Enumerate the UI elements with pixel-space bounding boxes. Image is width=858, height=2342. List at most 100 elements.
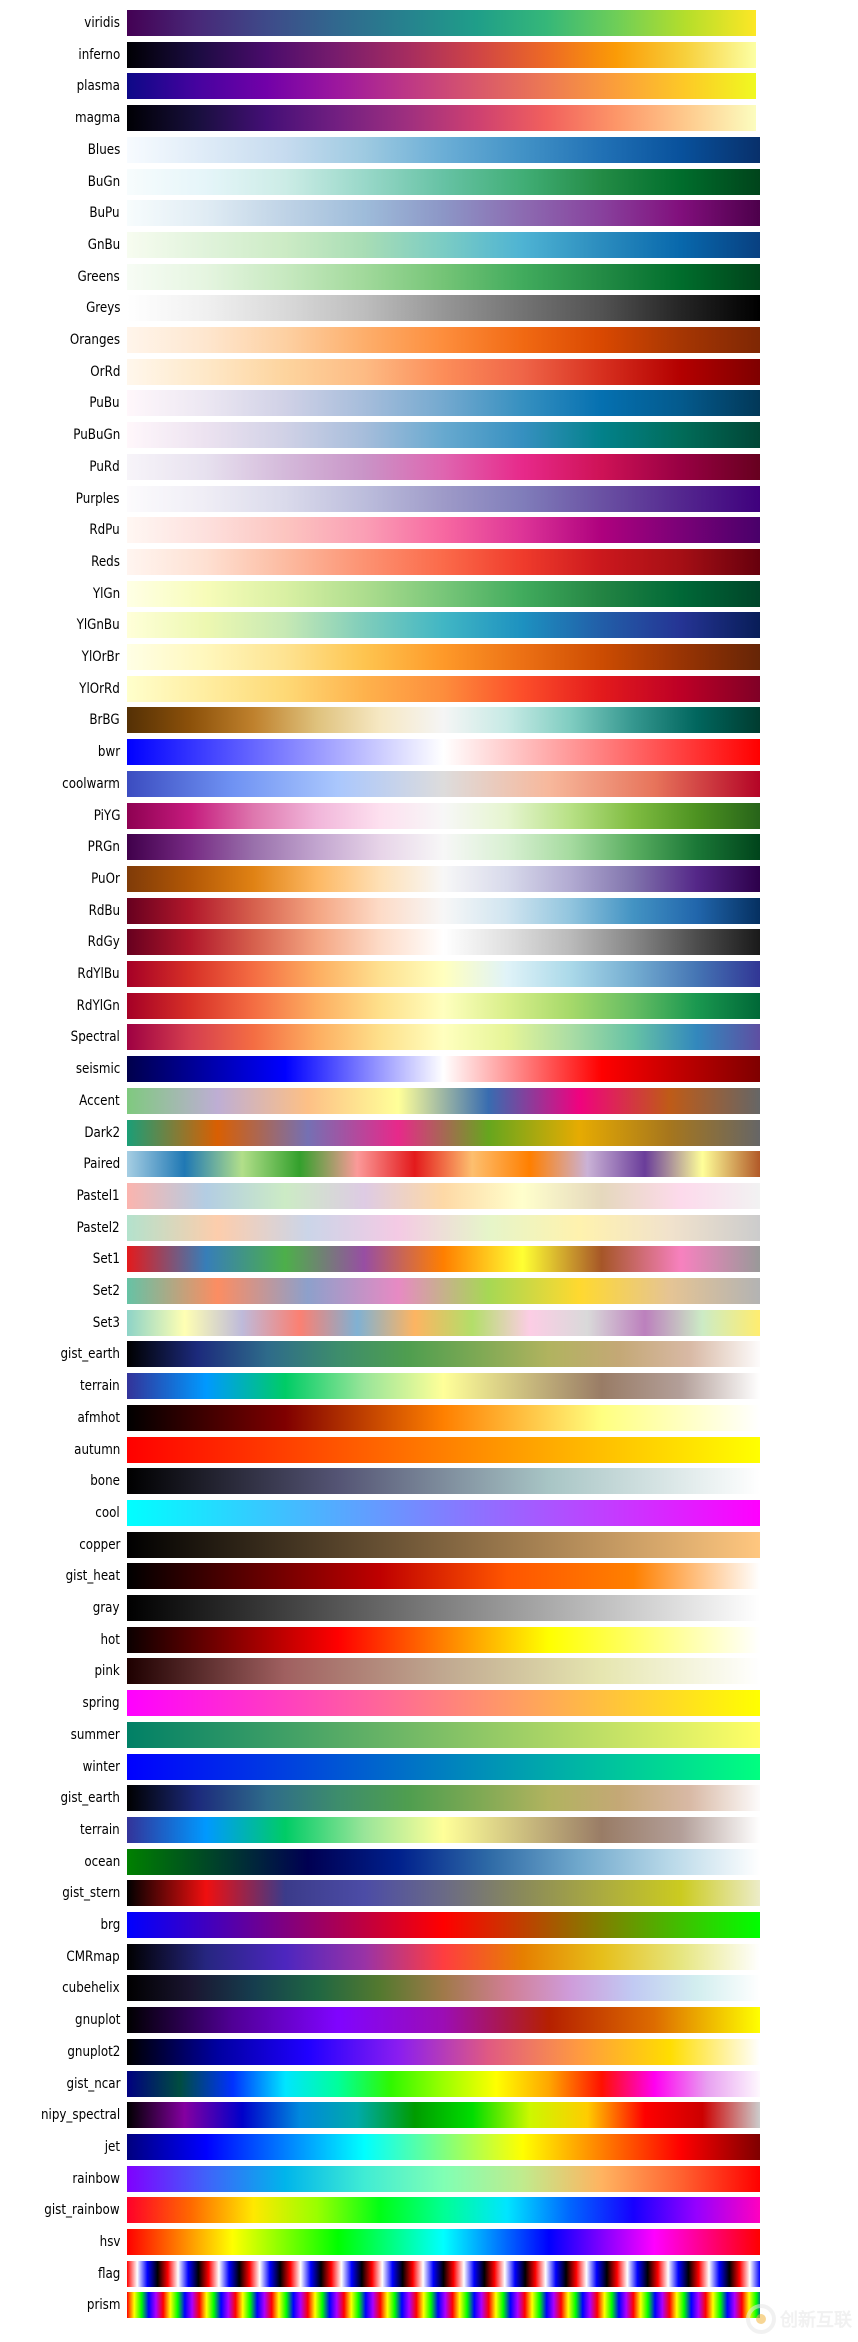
colormap-bar	[127, 1182, 760, 1209]
colormap-bar	[127, 2070, 760, 2097]
colormap-bar	[127, 105, 756, 132]
colormap-bar	[127, 1309, 760, 1336]
colormap-row: brg	[0, 1912, 770, 1938]
colormap-bar	[127, 2197, 760, 2224]
colormap-row: YlOrRd	[0, 675, 770, 702]
colormap-bar	[127, 1468, 760, 1495]
colormap-row: gray	[0, 1595, 770, 1621]
colormap-label: PuOr	[91, 870, 120, 887]
colormap-bar	[127, 485, 760, 512]
colormap-label: YlOrBr	[82, 649, 120, 665]
colormap-label: gist_rainbow	[44, 2202, 120, 2219]
watermark-logo-icon	[746, 2304, 776, 2334]
colormap-bar	[127, 1341, 760, 1368]
colormap-row: YlOrBr	[0, 644, 770, 670]
colormap-row: BuPu	[0, 200, 770, 227]
colormap-label: bwr	[97, 744, 120, 761]
colormap-row: terrain	[0, 1373, 770, 1400]
colormap-bar	[127, 41, 756, 68]
colormap-label: Accent	[79, 1092, 120, 1109]
colormap-label: terrain	[80, 1821, 120, 1838]
colormap-label: YlOrRd	[79, 680, 120, 697]
colormap-label: PuRd	[89, 458, 120, 475]
colormap-bar	[127, 2229, 760, 2255]
colormap-label: Spectral	[70, 1029, 120, 1046]
colormap-bar	[127, 2165, 760, 2192]
colormap-bar	[127, 1436, 760, 1463]
colormap-bar	[127, 1975, 760, 2002]
colormap-row: inferno	[0, 41, 770, 68]
colormap-row: RdGy	[0, 929, 770, 956]
colormap-row: RdBu	[0, 897, 770, 924]
colormap-bar	[127, 1816, 760, 1843]
colormap-bar	[127, 1087, 760, 1114]
colormap-bar	[127, 961, 760, 987]
colormap-bar	[127, 1626, 760, 1653]
colormap-row: Set2	[0, 1278, 770, 1304]
watermark: 创新互联	[746, 2304, 852, 2334]
colormap-label: bone	[90, 1473, 120, 1490]
colormap-row: prism	[0, 2292, 770, 2319]
colormap-label: RdYlGn	[76, 997, 120, 1014]
colormap-label: hsv	[99, 2234, 120, 2250]
colormap-label: magma	[74, 110, 120, 127]
colormap-bar	[127, 1246, 760, 1273]
colormap-bar	[127, 263, 760, 290]
colormap-row: autumn	[0, 1436, 770, 1463]
colormap-bar	[127, 1499, 760, 1526]
colormap-row: gist_stern	[0, 1880, 770, 1907]
colormap-label: pink	[94, 1663, 120, 1680]
colormap-bar	[127, 517, 760, 544]
colormap-label: terrain	[80, 1378, 120, 1395]
colormap-label: Blues	[87, 141, 120, 158]
colormap-row: PuOr	[0, 865, 770, 892]
colormap-bar	[127, 707, 760, 734]
colormap-row: PuBu	[0, 390, 770, 417]
colormap-row: magma	[0, 105, 770, 132]
colormap-row: Greys	[0, 295, 770, 322]
colormap-bar	[127, 1912, 760, 1938]
colormap-label: Greens	[77, 268, 120, 285]
colormap-label: gist_stern	[61, 1885, 120, 1902]
colormap-bar	[127, 136, 760, 163]
colormap-row: RdYlBu	[0, 961, 770, 987]
colormap-bar	[127, 2260, 760, 2287]
colormap-label: Dark2	[84, 1124, 120, 1141]
colormap-row: Pastel1	[0, 1182, 770, 1209]
colormap-bar	[127, 1278, 760, 1304]
colormap-row: Dark2	[0, 1119, 770, 1146]
colormap-row: Blues	[0, 136, 770, 163]
colormap-label: coolwarm	[62, 775, 120, 792]
colormap-label: prism	[86, 2297, 120, 2314]
colormap-bar	[127, 1658, 760, 1685]
colormap-row: Spectral	[0, 1024, 770, 1051]
colormap-row: hot	[0, 1626, 770, 1653]
colormap-row: gist_heat	[0, 1563, 770, 1590]
colormap-row: terrain	[0, 1816, 770, 1843]
colormap-label: copper	[78, 1536, 120, 1553]
colormap-row: bwr	[0, 739, 770, 766]
colormap-label: PuBu	[89, 395, 120, 412]
colormap-label: BrBG	[89, 712, 120, 729]
colormap-bar	[127, 231, 760, 258]
colormap-row: winter	[0, 1753, 770, 1780]
colormap-label: winter	[82, 1758, 120, 1775]
colormap-row: copper	[0, 1531, 770, 1558]
colormap-label: RdGy	[87, 934, 120, 951]
colormap-label: Reds	[91, 553, 120, 570]
colormap-label: OrRd	[89, 363, 120, 380]
colormap-bar	[127, 1214, 760, 1241]
colormap-label: PuBuGn	[73, 427, 120, 444]
colormap-row: GnBu	[0, 231, 770, 258]
colormap-row: YlGnBu	[0, 612, 770, 639]
colormap-label: BuGn	[87, 173, 120, 190]
colormap-label: plasma	[76, 78, 120, 95]
colormap-label: PRGn	[87, 839, 120, 856]
colormap-label: YlGn	[92, 585, 120, 602]
colormap-bar	[127, 580, 760, 607]
colormap-label: brg	[100, 1917, 120, 1933]
colormap-row: CMRmap	[0, 1943, 770, 1970]
colormap-row: OrRd	[0, 358, 770, 385]
colormap-label: Oranges	[69, 332, 120, 348]
colormap-bar	[127, 73, 756, 100]
